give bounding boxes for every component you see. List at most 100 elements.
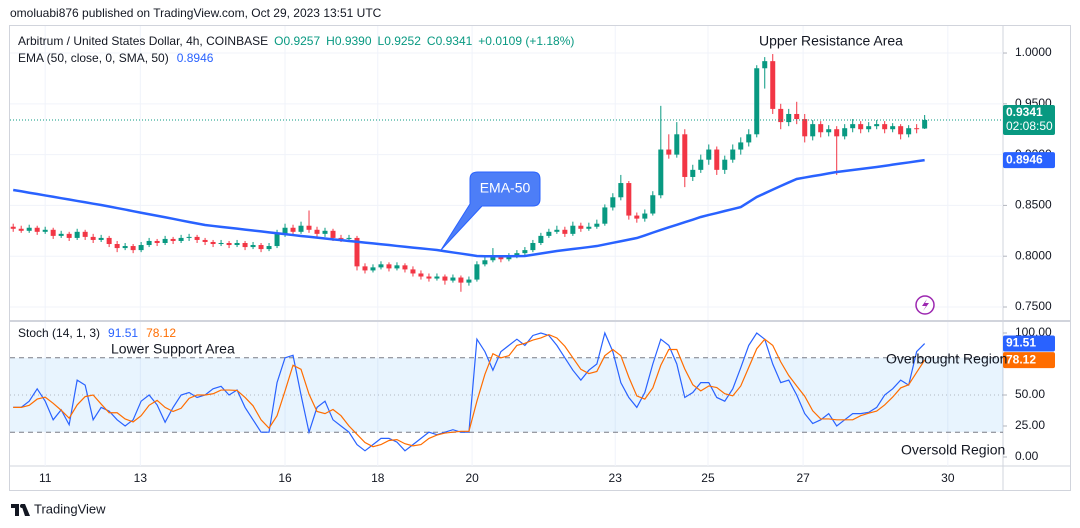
candle-body: [642, 213, 648, 219]
candle-body: [90, 236, 96, 240]
candle-body: [738, 142, 744, 150]
candle-body: [482, 260, 488, 265]
ohlc-high: H0.9390: [326, 34, 372, 48]
annotation: Upper Resistance Area: [759, 33, 903, 49]
candle-body: [122, 246, 128, 249]
series-tag: 78.12: [1006, 352, 1036, 366]
candle-body: [282, 227, 288, 234]
candle-body: [506, 256, 512, 260]
candle-body: [778, 108, 784, 123]
candle-body: [674, 134, 680, 155]
candle-body: [426, 276, 432, 279]
candle-body: [498, 257, 504, 260]
stoch-d-value: 78.12: [146, 326, 176, 340]
candle-body: [50, 229, 56, 236]
candle-body: [834, 129, 840, 137]
candle-body: [146, 240, 152, 246]
annotation: Overbought Region: [886, 351, 1007, 367]
y-tick-label: 25.00: [1015, 418, 1045, 432]
candle-body: [394, 265, 400, 269]
candle-body: [130, 246, 136, 251]
candle-body: [458, 277, 464, 283]
candle-body: [34, 227, 40, 232]
series-tag-bg: [1003, 335, 1055, 352]
candle-body: [794, 113, 800, 120]
candle-body: [258, 245, 264, 250]
candle-body: [114, 244, 120, 249]
candle-body: [538, 235, 544, 243]
candle-body: [666, 149, 672, 155]
candle-body: [682, 134, 688, 177]
candle-body: [194, 236, 200, 240]
callout-box: [440, 171, 541, 251]
candle-body: [322, 230, 328, 234]
candle-body: [42, 229, 48, 232]
header: omoluabi876 published on TradingView.com…: [10, 6, 382, 20]
y-tick-label: 1.0000: [1015, 45, 1052, 59]
candle-body: [98, 237, 104, 240]
candle-body: [218, 242, 224, 245]
x-tick-label: 25: [701, 471, 715, 485]
candle-body: [618, 183, 624, 198]
candle-body: [874, 124, 880, 127]
candle-body: [530, 242, 536, 251]
candle-body: [402, 265, 408, 270]
frame: [9, 25, 1071, 491]
logo-icon: [11, 504, 30, 516]
x-tick-label: 18: [371, 471, 385, 485]
candle-body: [10, 226, 16, 229]
candle-body: [290, 227, 296, 232]
callout-text: EMA-50: [480, 180, 531, 196]
candle-body: [26, 227, 32, 231]
x-tick-label: 23: [609, 471, 623, 485]
candle-body: [890, 126, 896, 130]
candle-body: [650, 195, 656, 214]
y-tick-label: 0.00: [1015, 449, 1039, 463]
candle-body: [18, 228, 24, 231]
candle-body: [410, 269, 416, 274]
price-countdown: 02:08:50: [1006, 119, 1053, 133]
price-tag-bg: [1003, 104, 1055, 135]
y-tick-label: 50.00: [1015, 387, 1045, 401]
candle-body: [298, 225, 304, 232]
annotation: Oversold Region: [901, 442, 1005, 458]
ema-value: 0.8946: [177, 51, 214, 65]
x-tick-label: 27: [796, 471, 810, 485]
candle-body: [490, 257, 496, 261]
candle-body: [250, 245, 256, 248]
candle-body: [66, 233, 72, 238]
series-line: [12, 158, 925, 258]
candle-body: [418, 273, 424, 277]
ohlc-change: +0.0109 (+1.18%): [478, 34, 574, 48]
candle-body: [746, 134, 752, 143]
candle-body: [770, 61, 776, 109]
candle-body: [586, 226, 592, 229]
y-tick-label: 0.8000: [1015, 248, 1052, 262]
candle-body: [234, 242, 240, 246]
candle-body: [554, 229, 560, 232]
candle-body: [314, 229, 320, 234]
candle-body: [266, 246, 272, 250]
x-tick-label: 30: [941, 471, 955, 485]
candle-body: [522, 250, 528, 254]
stoch-title: Stoch (14, 1, 3): [18, 326, 100, 340]
candle-body: [690, 169, 696, 177]
candle-body: [106, 237, 112, 245]
candle-body: [634, 215, 640, 219]
legend: Arbitrum / United States Dollar, 4h, COI…: [18, 34, 574, 48]
candle-body: [754, 68, 760, 135]
candle-body: [162, 238, 168, 243]
series-tag: 0.8946: [1006, 152, 1043, 166]
candle-body: [786, 113, 792, 123]
candle-body: [378, 264, 384, 268]
x-tick-label: 20: [465, 471, 479, 485]
candle-body: [442, 276, 448, 281]
candle-body: [362, 266, 368, 271]
candle-body: [274, 233, 280, 247]
footer-logo: TradingView: [34, 501, 106, 516]
candle-body: [82, 231, 88, 237]
ema-name: EMA (50, close, 0, SMA, 50): [18, 51, 169, 65]
annotation: Lower Support Area: [111, 341, 235, 357]
candle-body: [138, 245, 144, 251]
